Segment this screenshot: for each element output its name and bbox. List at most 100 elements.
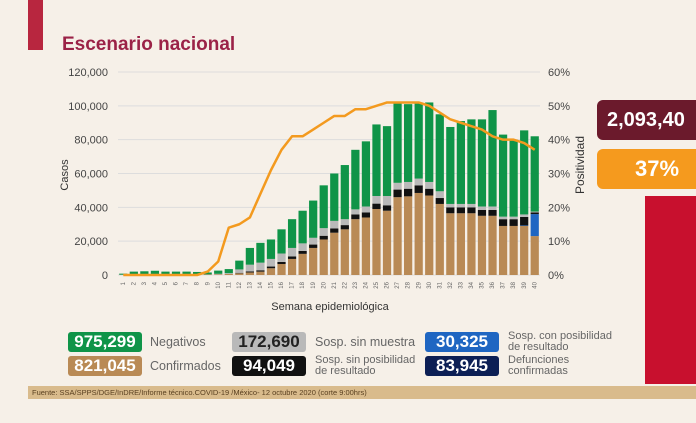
x-tick-label: 17 [290, 281, 296, 288]
legend-sin-posibilidad-label: Sosp. sin posibilidad de resultado [315, 355, 415, 377]
bar-segment [266, 258, 276, 267]
y-tick-label: 100,000 [68, 101, 108, 113]
x-tick-label: 12 [237, 281, 243, 288]
bar-segment [340, 229, 349, 275]
bar-segment [330, 232, 339, 275]
bar-segment [372, 203, 381, 210]
bar-segment [277, 264, 286, 275]
bar-segment [287, 247, 297, 257]
bar-segment [309, 237, 318, 245]
bar-segment [203, 274, 212, 275]
x-tick-label: 2 [131, 281, 137, 285]
bar-segment [309, 244, 318, 248]
x-tick-label: 22 [342, 281, 348, 288]
decorative-red-bar [28, 0, 43, 50]
x-tick-label: 15 [269, 281, 275, 288]
bar-segment [414, 102, 423, 179]
bar-segment [382, 205, 392, 211]
bar-segment [150, 270, 160, 275]
bar-segment [446, 126, 455, 204]
y-tick-label: 60,000 [74, 169, 108, 181]
x-tick-label: 32 [448, 281, 454, 288]
y2-tick-label: 0% [548, 270, 564, 282]
x-tick-label: 7 [184, 281, 190, 285]
bar-segment [129, 271, 138, 275]
bar-segment [309, 200, 318, 238]
bar-segment [435, 191, 444, 199]
x-tick-label: 8 [195, 281, 201, 285]
label-line: Defunciones [508, 354, 570, 366]
bar-segment [530, 212, 539, 215]
bar-segment [287, 219, 297, 248]
bar-segment [456, 213, 465, 275]
x-tick-label: 27 [395, 281, 401, 288]
bar-segment [266, 266, 276, 269]
legend-con-posibilidad-value: 30,325 [425, 332, 499, 352]
bar-segment [256, 271, 265, 275]
bar-segment [530, 136, 539, 212]
x-tick-label: 29 [416, 281, 422, 288]
bar-segment [214, 270, 223, 274]
y2-tick-label: 20% [548, 202, 570, 214]
y2-tick-label: 10% [548, 236, 570, 248]
bar-segment [435, 198, 444, 204]
bar-segment [477, 119, 487, 207]
bar-segment [404, 196, 413, 275]
cases-positivity-chart: 0 0% 20,000 10% 40,000 20% 60,000 30% 80,000 40% 1… [59, 67, 587, 313]
bar-segment [498, 219, 508, 226]
bar-segment [256, 262, 265, 271]
bar-segment [372, 209, 381, 275]
y2-axis-label: Positividad [573, 136, 587, 194]
bar-segment [287, 256, 297, 259]
x-tick-label: 18 [300, 281, 306, 288]
legend-sin-posibilidad-value: 94,049 [232, 356, 306, 376]
bar-segment [456, 207, 465, 214]
x-tick-label: 26 [385, 281, 391, 288]
bar-segment [414, 185, 423, 193]
bar-segment [530, 211, 539, 213]
bar-segment [414, 192, 423, 275]
x-tick-label: 33 [458, 281, 464, 288]
x-tick-label: 24 [364, 281, 370, 288]
bar-segment [382, 195, 392, 206]
y-tick-label: 80,000 [74, 135, 108, 147]
bar-segment [340, 165, 349, 220]
y-axis-label: Casos [59, 159, 71, 191]
bar-segment [193, 271, 202, 275]
bar-segment [456, 203, 465, 208]
bar-segment [520, 225, 529, 275]
x-tick-label: 30 [427, 281, 433, 288]
bar-segment [235, 272, 244, 274]
bar-segment [351, 209, 360, 215]
x-tick-label: 19 [311, 281, 317, 288]
x-tick-label: 31 [437, 281, 443, 288]
bar-segment [498, 225, 508, 275]
label-line: Sosp. sin posibilidad [315, 354, 416, 366]
x-tick-label: 6 [174, 281, 180, 285]
x-tick-label: 16 [279, 281, 285, 288]
x-tick-label: 40 [532, 281, 538, 288]
bar-segment [140, 271, 149, 275]
x-tick-label: 3 [142, 281, 148, 285]
label-line: confirmadas [508, 365, 568, 377]
bar-segment [277, 229, 286, 254]
bar-segment [214, 274, 223, 275]
x-tick-label: 20 [321, 281, 327, 288]
bar-segment [277, 261, 286, 265]
bar-segment [382, 126, 392, 196]
bar-segment [435, 203, 444, 275]
bar-segment [488, 206, 497, 210]
bar-segment [488, 209, 497, 216]
x-tick-label: 36 [490, 281, 496, 288]
bar-segment [256, 242, 265, 263]
bar-segment [393, 189, 402, 198]
bar-segment [393, 197, 402, 275]
positivity-badge: 37% [597, 149, 696, 189]
bar-segment [404, 181, 413, 189]
bar-segment [203, 272, 212, 275]
bar-segment [235, 260, 244, 270]
bar-segment [330, 173, 339, 221]
bar-segment [467, 119, 476, 204]
bar-segment [509, 225, 518, 275]
bar-segment [287, 258, 297, 275]
